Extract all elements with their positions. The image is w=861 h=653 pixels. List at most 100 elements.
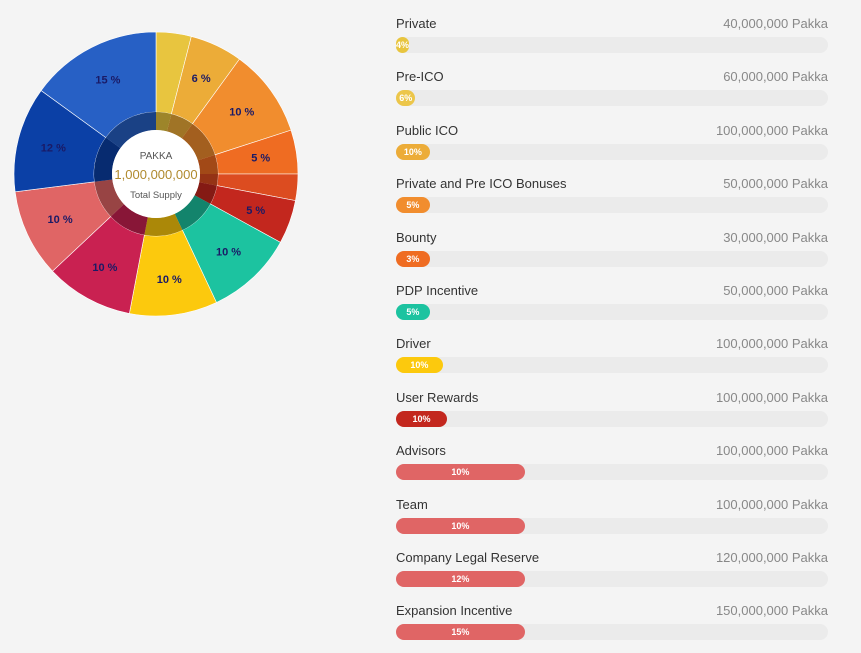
allocation-amount: 150,000,000 Pakka xyxy=(715,603,828,619)
progress-fill: 15% xyxy=(396,624,525,641)
allocation-amount: 100,000,000 Pakka xyxy=(715,496,828,512)
donut-inner-ring-shade xyxy=(166,113,193,139)
donut-inner-ring-shade xyxy=(105,112,156,149)
progress-percent-label: 4% xyxy=(396,40,409,50)
progress-track: 4% xyxy=(396,37,828,53)
donut-slice-label: 10 % xyxy=(229,107,254,119)
progress-track: 10% xyxy=(396,143,828,160)
donut-inner-ring-segment xyxy=(94,137,121,182)
allocation-name: Advisors xyxy=(396,443,446,459)
donut-inner-ring-segment xyxy=(105,112,156,149)
progress-percent-label: 10% xyxy=(451,467,470,478)
allocation-name: User Rewards xyxy=(396,389,479,405)
allocation-row: Private 40,000,000 Pakka 4% xyxy=(396,12,828,65)
donut-inner-ring-segment xyxy=(174,195,211,231)
progress-fill: 10% xyxy=(396,143,430,160)
allocation-amount: 40,000,000 Pakka xyxy=(723,16,828,31)
progress-percent-label: 5% xyxy=(406,200,420,211)
allocation-name: Pre-ICO xyxy=(396,69,444,85)
progress-fill: 3% xyxy=(396,250,430,267)
donut-inner-ring-shade xyxy=(194,182,217,204)
progress-percent-label: 10% xyxy=(451,520,470,531)
allocation-amount: 100,000,000 Pakka xyxy=(715,336,828,352)
allocation-row: Company Legal Reserve 120,000,000 Pakka 12… xyxy=(396,546,828,599)
progress-track: 5% xyxy=(396,303,828,320)
allocation-amount: 60,000,000 Pakka xyxy=(723,69,828,85)
donut-slice-label: 10 % xyxy=(48,214,73,226)
donut-inner-ring-shade xyxy=(199,174,218,186)
progress-fill: 6% xyxy=(396,90,416,107)
donut-slice-label: 15 % xyxy=(95,75,120,87)
progress-percent-label: 10% xyxy=(410,360,429,371)
progress-fill: 10% xyxy=(396,517,525,534)
allocation-row: Bounty 30,000,000 Pakka 3% xyxy=(396,226,828,279)
donut-inner-ring-shade xyxy=(181,123,215,161)
allocation-amount: 30,000,000 Pakka xyxy=(723,229,828,245)
allocation-name: PDP Incentive xyxy=(396,282,479,298)
allocation-name: Private xyxy=(396,16,437,31)
allocation-amount: 50,000,000 Pakka xyxy=(723,176,828,192)
progress-percent-label: 12% xyxy=(451,573,470,584)
progress-track: 10% xyxy=(396,464,828,481)
progress-percent-label: 15% xyxy=(451,627,470,638)
progress-fill: 10% xyxy=(396,464,525,481)
allocation-row: Pre-ICO 60,000,000 Pakka 6% xyxy=(396,65,828,118)
progress-percent-label: 10% xyxy=(412,413,431,424)
donut-slice-label: 10 % xyxy=(157,274,182,286)
donut-slice-label: 10 % xyxy=(216,246,241,258)
donut-inner-ring-shade xyxy=(174,195,211,231)
progress-percent-label: 3% xyxy=(406,253,420,264)
allocation-amount: 120,000,000 Pakka xyxy=(715,549,828,565)
progress-percent-label: 5% xyxy=(406,306,420,317)
allocation-name: Team xyxy=(396,496,428,512)
allocation-name: Private and Pre ICO Bonuses xyxy=(396,176,567,192)
donut-inner-ring-segment xyxy=(110,204,148,235)
donut-inner-ring-shade xyxy=(94,179,124,217)
center-top-label: PAKKA xyxy=(140,151,173,162)
allocation-name: Expansion Incentive xyxy=(396,603,513,619)
allocation-row: Advisors 100,000,000 Pakka 10% xyxy=(396,439,828,492)
donut-slice-label: 10 % xyxy=(92,262,117,274)
allocation-name: Bounty xyxy=(396,229,437,245)
allocation-name: Public ICO xyxy=(396,122,459,138)
allocation-amount: 100,000,000 Pakka xyxy=(715,389,828,405)
progress-track: 6% xyxy=(396,90,828,107)
donut-slice-label: 6 % xyxy=(192,73,211,85)
donut-inner-ring-shade xyxy=(110,204,148,235)
donut-slice-label: 5 % xyxy=(251,152,270,164)
allocation-row: Public ICO 100,000,000 Pakka 10% xyxy=(396,119,828,172)
donut-slice-label: 5 % xyxy=(246,205,265,217)
donut-center xyxy=(112,130,200,218)
allocation-amount: 100,000,000 Pakka xyxy=(715,122,828,138)
allocation-amount: 50,000,000 Pakka xyxy=(723,282,828,298)
progress-fill: 10% xyxy=(396,357,443,374)
allocation-row: User Rewards 100,000,000 Pakka 10% xyxy=(396,386,828,439)
allocation-row: Team 100,000,000 Pakka 10% xyxy=(396,493,828,546)
progress-track: 10% xyxy=(396,517,828,534)
progress-fill: 4% xyxy=(396,37,409,53)
progress-percent-label: 6% xyxy=(399,93,413,104)
progress-track: 10% xyxy=(396,410,828,427)
center-bottom-label: Total Supply xyxy=(130,190,182,201)
donut-inner-ring-segment xyxy=(181,123,215,161)
allocation-row: PDP Incentive 50,000,000 Pakka 5% xyxy=(396,279,828,332)
allocation-row: Expansion Incentive 150,000,000 Pakka 15% xyxy=(396,599,828,652)
donut-inner-ring-segment xyxy=(144,213,183,236)
progress-track: 12% xyxy=(396,570,828,587)
donut-inner-ring-shade xyxy=(144,213,183,236)
progress-track: 3% xyxy=(396,250,828,267)
progress-fill: 10% xyxy=(396,410,447,427)
allocation-name: Driver xyxy=(396,336,431,352)
allocation-row: Driver 100,000,000 Pakka 10% xyxy=(396,332,828,385)
donut-inner-ring-shade xyxy=(94,137,121,182)
donut-inner-ring-segment xyxy=(199,174,218,186)
allocation-amount: 100,000,000 Pakka xyxy=(715,443,828,459)
total-supply-value: 1,000,000,000 xyxy=(114,167,197,182)
allocation-list: Private 40,000,000 Pakka 4% Pre-ICO 60,000,0… xyxy=(396,12,828,653)
donut-inner-ring-segment xyxy=(194,182,217,204)
allocation-name: Company Legal Reserve xyxy=(396,549,540,565)
progress-track: 10% xyxy=(396,357,828,374)
progress-fill: 5% xyxy=(396,197,430,214)
progress-fill: 12% xyxy=(396,570,525,587)
donut-slice-label: 12 % xyxy=(41,143,66,155)
